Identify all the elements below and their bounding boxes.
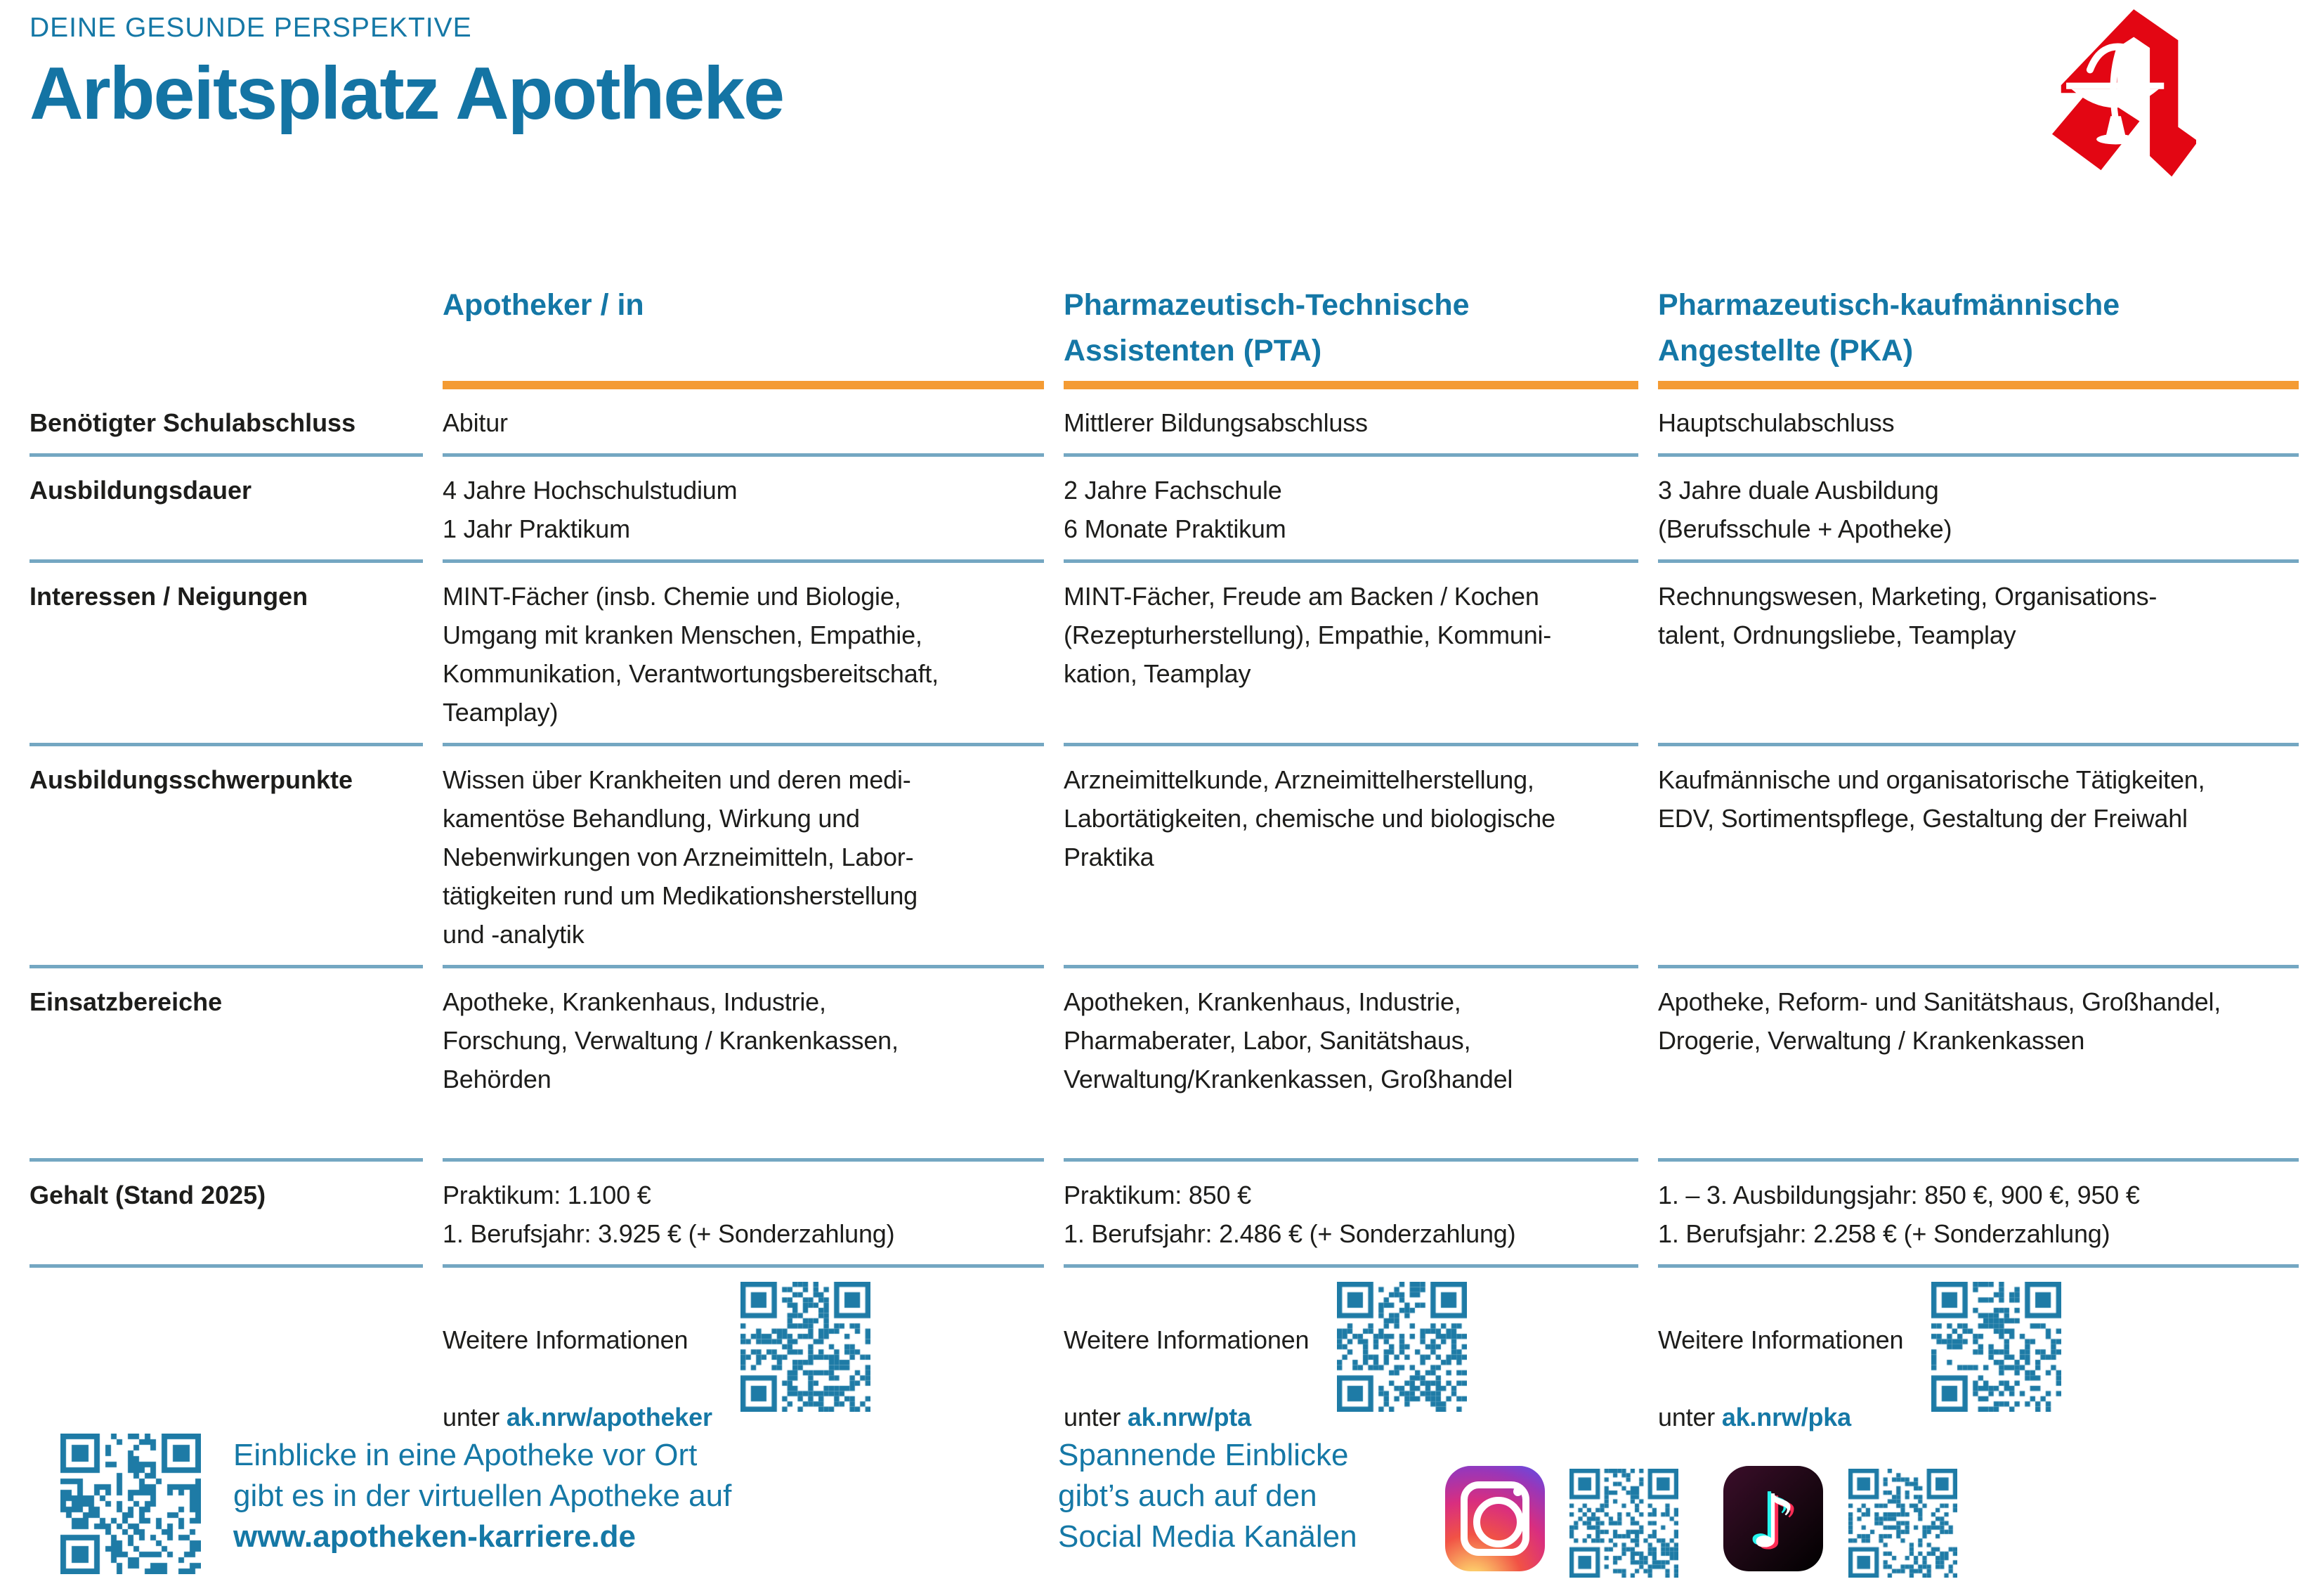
cell-gehalt-pka: 1. – 3. Ausbildungsjahr: 850 €, 900 €, 9…	[1658, 1162, 2299, 1268]
column-header-pka: Pharmazeutisch-kaufmännische Angestellte…	[1658, 283, 2299, 389]
social-media-text: Spannende Einblicke gibt’s auch auf den …	[1058, 1438, 1357, 1554]
row-label-schwerpunkte: Ausbildungsschwerpunkte	[30, 746, 423, 968]
cell-einsatz-pta: Apotheken, Krankenhaus, Industrie, Pharm…	[1064, 968, 1638, 1162]
row-label-empty	[30, 1268, 423, 1448]
column-header-pta: Pharmazeutisch-Technische Assistenten (P…	[1064, 283, 1638, 389]
row-label-schulabschluss: Benötigter Schulabschluss	[30, 389, 423, 457]
cell-schulabschluss-pta: Mittlerer Bildungsabschluss	[1064, 389, 1638, 457]
info-cell-pta: Weitere Informationen unter ak.nrw/pta	[1064, 1268, 1638, 1448]
info-cell-pka: Weitere Informationen unter ak.nrw/pka	[1658, 1268, 2299, 1448]
cell-interessen-pta: MINT-Fächer, Freude am Backen / Kochen (…	[1064, 563, 1638, 746]
info-text: Weitere Informationen unter ak.nrw/apoth…	[443, 1325, 712, 1431]
tiktok-icon: ♪	[1723, 1466, 1823, 1571]
qr-code-virtuelle-apotheke	[60, 1434, 201, 1574]
info-cell-apotheker: Weitere Informationen unter ak.nrw/apoth…	[443, 1268, 1044, 1448]
cell-schwerpunkte-pka: Kaufmännische und organisatorische Tätig…	[1658, 746, 2299, 968]
cell-interessen-apotheker: MINT-Fächer (insb. Chemie und Biologie, …	[443, 563, 1044, 746]
cell-einsatz-apotheker: Apotheke, Krankenhaus, Industrie, Forsch…	[443, 968, 1044, 1162]
column-header-spacer	[30, 283, 423, 389]
column-header-apotheker: Apotheker / in	[443, 283, 1044, 389]
cell-dauer-pka: 3 Jahre duale Ausbildung (Berufsschule +…	[1658, 457, 2299, 563]
cell-schwerpunkte-apotheker: Wissen über Krankheiten und deren medi- …	[443, 746, 1044, 968]
qr-code-apotheker	[740, 1282, 870, 1412]
row-label-gehalt: Gehalt (Stand 2025)	[30, 1162, 423, 1268]
row-label-interessen: Interessen / Neigungen	[30, 563, 423, 746]
row-label-einsatzbereiche: Einsatzbereiche	[30, 968, 423, 1162]
cell-dauer-apotheker: 4 Jahre Hochschulstudium 1 Jahr Praktiku…	[443, 457, 1044, 563]
qr-code-instagram	[1569, 1469, 1678, 1578]
cell-interessen-pka: Rechnungswesen, Marketing, Organisations…	[1658, 563, 2299, 746]
apotheke-logo-icon	[2051, 9, 2196, 177]
link-ak-nrw-pka[interactable]: ak.nrw/pka	[1721, 1403, 1851, 1431]
instagram-icon	[1445, 1466, 1545, 1571]
cell-schulabschluss-apotheker: Abitur	[443, 389, 1044, 457]
cell-dauer-pta: 2 Jahre Fachschule 6 Monate Praktikum	[1064, 457, 1638, 563]
cell-gehalt-apotheker: Praktikum: 1.100 € 1. Berufsjahr: 3.925 …	[443, 1162, 1044, 1268]
qr-code-tiktok	[1848, 1469, 1957, 1578]
virtual-pharmacy-text: Einblicke in eine Apotheke vor Ort gibt …	[233, 1438, 732, 1554]
cell-schulabschluss-pka: Hauptschulabschluss	[1658, 389, 2299, 457]
info-text: Weitere Informationen unter ak.nrw/pta	[1064, 1325, 1310, 1431]
cell-einsatz-pka: Apotheke, Reform- und Sanitätshaus, Groß…	[1658, 968, 2299, 1162]
cell-gehalt-pta: Praktikum: 850 € 1. Berufsjahr: 2.486 € …	[1064, 1162, 1638, 1268]
page-title: Arbeitsplatz Apotheke	[30, 52, 785, 135]
link-apotheken-karriere[interactable]: www.apotheken-karriere.de	[233, 1519, 637, 1554]
header: DEINE GESUNDE PERSPEKTIVE Arbeitsplatz A…	[30, 13, 785, 135]
kicker-text: DEINE GESUNDE PERSPEKTIVE	[30, 13, 472, 43]
row-label-ausbildungsdauer: Ausbildungsdauer	[30, 457, 423, 563]
link-ak-nrw-pta[interactable]: ak.nrw/pta	[1127, 1403, 1251, 1431]
career-comparison-table: Apotheker / in Pharmazeutisch-Technische…	[30, 283, 2299, 1448]
link-ak-nrw-apotheker[interactable]: ak.nrw/apotheker	[506, 1403, 712, 1431]
info-text: Weitere Informationen unter ak.nrw/pka	[1658, 1325, 1904, 1431]
qr-code-pka	[1931, 1282, 2062, 1412]
cell-schwerpunkte-pta: Arzneimittelkunde, Arzneimittelherstellu…	[1064, 746, 1638, 968]
qr-code-pta	[1337, 1282, 1468, 1412]
